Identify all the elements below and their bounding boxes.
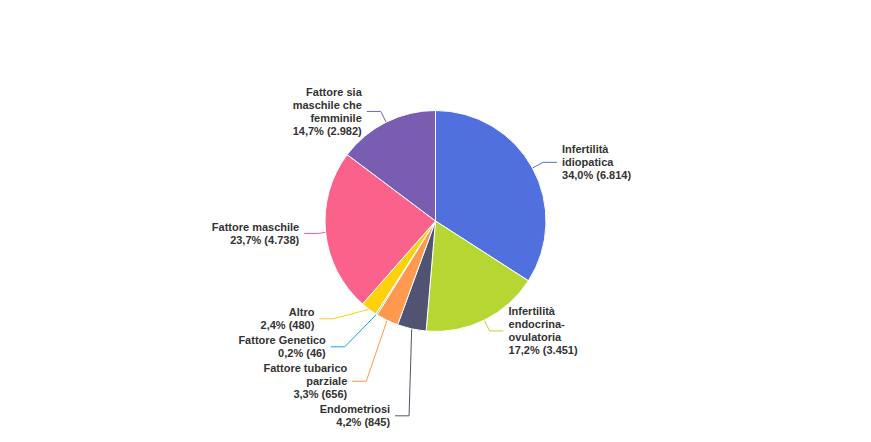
svg-text:Fattore tubarico: Fattore tubarico [264, 362, 348, 374]
svg-text:Fattore maschile: Fattore maschile [212, 221, 299, 233]
svg-text:idiopatica: idiopatica [562, 156, 614, 168]
svg-text:maschile che: maschile che [293, 99, 362, 111]
svg-text:femminile: femminile [310, 112, 361, 124]
svg-text:Infertilità: Infertilità [562, 143, 609, 155]
svg-text:17,2% (3.451): 17,2% (3.451) [509, 344, 578, 356]
svg-text:Infertilità: Infertilità [509, 305, 556, 317]
svg-text:Altro: Altro [289, 306, 315, 318]
svg-text:2,4% (480): 2,4% (480) [261, 319, 315, 331]
svg-text:Fattore sia: Fattore sia [306, 86, 363, 98]
svg-text:Endometriosi: Endometriosi [320, 403, 390, 415]
svg-text:23,7% (4.738): 23,7% (4.738) [230, 234, 299, 246]
svg-text:34,0% (6.814): 34,0% (6.814) [562, 169, 631, 181]
svg-text:endocrina-: endocrina- [509, 318, 566, 330]
svg-text:4,2% (845): 4,2% (845) [336, 416, 390, 428]
svg-text:parziale: parziale [306, 375, 347, 387]
svg-text:14,7% (2.982): 14,7% (2.982) [293, 125, 362, 137]
svg-text:3,3% (656): 3,3% (656) [293, 388, 347, 400]
svg-text:0,2% (46): 0,2% (46) [278, 347, 326, 359]
svg-text:ovulatoria: ovulatoria [509, 331, 562, 343]
svg-text:Fattore Genetico: Fattore Genetico [238, 334, 326, 346]
